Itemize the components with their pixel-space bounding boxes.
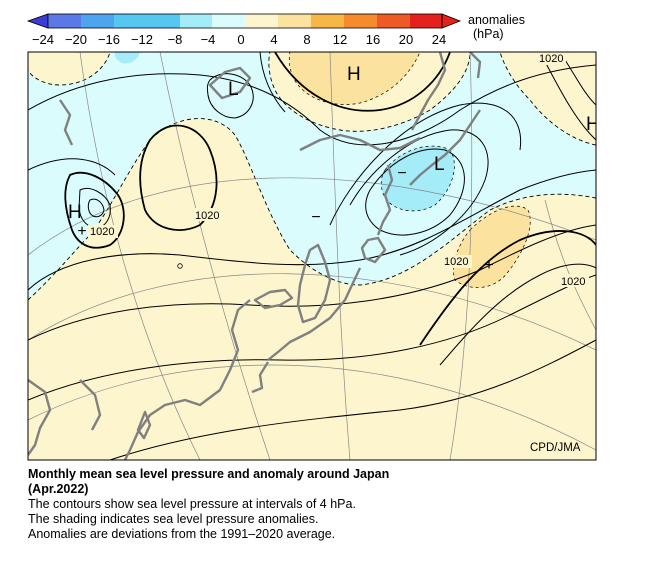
positive-anomaly-peak: [288, 52, 531, 288]
map-grid: [28, 52, 596, 460]
coast-kuril: [409, 109, 481, 186]
colorbar-swatch: [114, 14, 147, 28]
colorbar-swatch: [377, 14, 410, 28]
high-pressure-label: H: [347, 64, 361, 85]
colorbar-tick-label: −20: [65, 32, 87, 47]
map-area: H L H L H 1020 1020 1020 1020 1020 + + −…: [28, 52, 600, 460]
coast-west: [59, 99, 74, 146]
caption-title: Monthly mean sea level pressure and anom…: [28, 467, 390, 481]
colorbar-arrow-right: [441, 13, 462, 29]
colorbar-swatch: [245, 14, 278, 28]
isobar-label: 1020: [195, 210, 219, 222]
colorbar-swatch: [180, 14, 212, 28]
high-pressure-label: H: [68, 202, 82, 223]
colorbar: −24 −20 −16 −12 −8 −4 0 4 8 12 16 20 24 …: [26, 13, 525, 47]
caption-contours-note: The contours show sea level pressure at …: [28, 497, 356, 511]
minor-contour-ring: [177, 263, 183, 269]
colorbar-tick-label: 20: [399, 32, 413, 47]
isobars: [28, 52, 596, 460]
colorbar-tick-label: −24: [32, 32, 54, 47]
coast-taiwan: [136, 410, 152, 440]
coast-southwest: [28, 379, 52, 456]
isobar-label: 1020: [561, 276, 585, 288]
coast-sakhalin: [376, 164, 394, 236]
colorbar-tick-label: −16: [98, 32, 120, 47]
map-frame: [27, 51, 597, 461]
isobar-label: 1020: [444, 256, 468, 268]
colorbar-tick-label: 0: [237, 32, 244, 47]
positive-anomaly-region: [28, 52, 596, 460]
low-pressure-label: L: [228, 79, 239, 100]
pressure-center-labels: H L H L H: [68, 64, 600, 223]
colorbar-tick-label: 4: [270, 32, 277, 47]
coast-okhotsk: [299, 133, 421, 152]
coast-northeast: [469, 52, 482, 79]
caption-period: (Apr.2022): [28, 482, 89, 496]
coast-korea: [296, 243, 332, 324]
coast-hokkaido: [360, 236, 387, 264]
low-pressure-label: L: [434, 154, 445, 175]
negative-anomaly-spot: [114, 52, 140, 64]
caption-baseline-note: Anomalies are deviations from the 1991–2…: [28, 527, 336, 541]
colorbar-swatch: [147, 14, 180, 28]
negative-anomaly-marker: −: [397, 165, 406, 182]
colorbar-tick-label: 12: [333, 32, 347, 47]
colorbar-swatch: [344, 14, 377, 28]
coast-kyushu: [251, 361, 270, 394]
coast-kamchatka: [410, 52, 447, 131]
colorbar-swatch: [410, 14, 442, 28]
colorbar-swatch: [212, 14, 245, 28]
colorbar-arrow-left: [26, 13, 49, 29]
colorbar-tick-label: 16: [366, 32, 380, 47]
positive-anomaly-marker: +: [484, 257, 493, 274]
coastlines: [28, 52, 482, 460]
colorbar-swatch: [311, 14, 344, 28]
caption-shading-note: The shading indicates sea level pressure…: [28, 512, 319, 526]
isobar-label: 1020: [90, 226, 114, 238]
coast-bohai: [253, 288, 294, 310]
coast-indochina: [79, 379, 102, 431]
coast-baikal: [208, 66, 252, 100]
isobar-labels: 1020 1020 1020 1020 1020: [88, 52, 589, 288]
anomaly-markers: + + − −: [77, 165, 493, 274]
coast-honshu: [267, 267, 362, 361]
colorbar-tick-label: 24: [432, 32, 446, 47]
isobar-label: 1020: [539, 53, 563, 65]
colorbar-swatch: [48, 14, 81, 28]
figure-caption: Monthly mean sea level pressure and anom…: [28, 467, 628, 542]
colorbar-tick-label: −4: [201, 32, 216, 47]
colorbar-tick-label: −8: [168, 32, 183, 47]
positive-anomaly-marker: +: [77, 223, 86, 240]
colorbar-title: anomalies: [468, 13, 525, 27]
high-pressure-label: H: [586, 114, 600, 135]
colorbar-swatch: [81, 14, 114, 28]
credit-label: CPD/JMA: [530, 442, 581, 454]
colorbar-tick-label: 8: [303, 32, 310, 47]
colorbar-swatch: [278, 14, 311, 28]
colorbar-tick-label: −12: [131, 32, 153, 47]
negative-anomaly-marker: −: [311, 209, 320, 226]
colorbar-unit: (hPa): [473, 27, 504, 41]
